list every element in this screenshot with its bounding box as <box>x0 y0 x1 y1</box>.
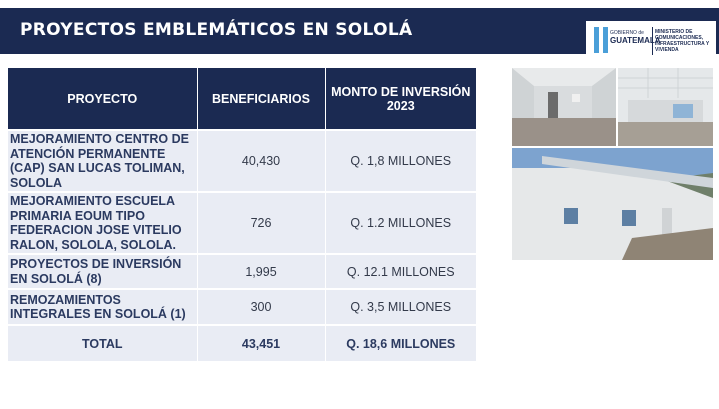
interior-room-illustration <box>512 68 616 146</box>
total-monto: Q. 18,6 MILLONES <box>325 324 476 361</box>
header-proyecto: PROYECTO <box>8 68 198 130</box>
cell-monto: Q. 1,8 MILLONES <box>325 129 476 192</box>
building-exterior-photo <box>512 148 713 260</box>
logo-gobierno-text: GOBIERNO de <box>610 30 644 36</box>
header-beneficiarios: BENEFICIARIOS <box>197 68 326 130</box>
cell-monto: Q. 3,5 MILLONES <box>325 288 476 325</box>
interior-ceiling-illustration <box>618 68 713 146</box>
table-row: PROYECTOS DE INVERSIÓN EN SOLOLÁ (8) 1,9… <box>8 253 476 289</box>
header-banner: PROYECTOS EMBLEMÁTICOS EN SOLOLÁ GOBIERN… <box>0 8 719 61</box>
cell-beneficiarios: 1,995 <box>197 253 326 289</box>
table-row: REMOZAMIENTOS INTEGRALES EN SOLOLÁ (1) 3… <box>8 288 476 325</box>
table-header-row: PROYECTO BENEFICIARIOS MONTO DE INVERSIÓ… <box>8 68 476 130</box>
interior-ceiling-photo <box>618 68 713 146</box>
projects-table: PROYECTO BENEFICIARIOS MONTO DE INVERSIÓ… <box>8 68 476 361</box>
ministry-logo: GOBIERNO de GUATEMALA MINISTERIO DE COMU… <box>586 21 716 61</box>
cell-beneficiarios: 40,430 <box>197 129 326 192</box>
cell-proyecto: MEJORAMIENTO ESCUELA PRIMARIA EOUM TIPO … <box>8 191 198 254</box>
logo-ministry-text: MINISTERIO DE COMUNICACIONES, INFRAESTRU… <box>655 29 710 53</box>
cell-monto: Q. 1.2 MILLONES <box>325 191 476 254</box>
cell-beneficiarios: 300 <box>197 288 326 325</box>
total-label: TOTAL <box>8 324 198 361</box>
total-row: TOTAL 43,451 Q. 18,6 MILLONES <box>8 324 476 361</box>
total-beneficiarios: 43,451 <box>197 324 326 361</box>
cell-beneficiarios: 726 <box>197 191 326 254</box>
cell-proyecto: REMOZAMIENTOS INTEGRALES EN SOLOLÁ (1) <box>8 288 198 325</box>
cell-proyecto: MEJORAMIENTO CENTRO DE ATENCIÓN PERMANEN… <box>8 129 198 192</box>
interior-room-photo <box>512 68 616 146</box>
building-exterior-illustration <box>512 148 713 260</box>
cell-monto: Q. 12.1 MILLONES <box>325 253 476 289</box>
logo-country-text: GUATEMALA <box>610 36 661 45</box>
cell-proyecto: PROYECTOS DE INVERSIÓN EN SOLOLÁ (8) <box>8 253 198 289</box>
table-row: MEJORAMIENTO ESCUELA PRIMARIA EOUM TIPO … <box>8 191 476 254</box>
header-monto: MONTO DE INVERSIÓN 2023 <box>325 68 476 130</box>
table-row: MEJORAMIENTO CENTRO DE ATENCIÓN PERMANEN… <box>8 129 476 192</box>
guatemala-emblem-icon <box>594 27 608 53</box>
page-title: PROYECTOS EMBLEMÁTICOS EN SOLOLÁ <box>20 20 413 40</box>
logo-divider <box>652 27 653 55</box>
